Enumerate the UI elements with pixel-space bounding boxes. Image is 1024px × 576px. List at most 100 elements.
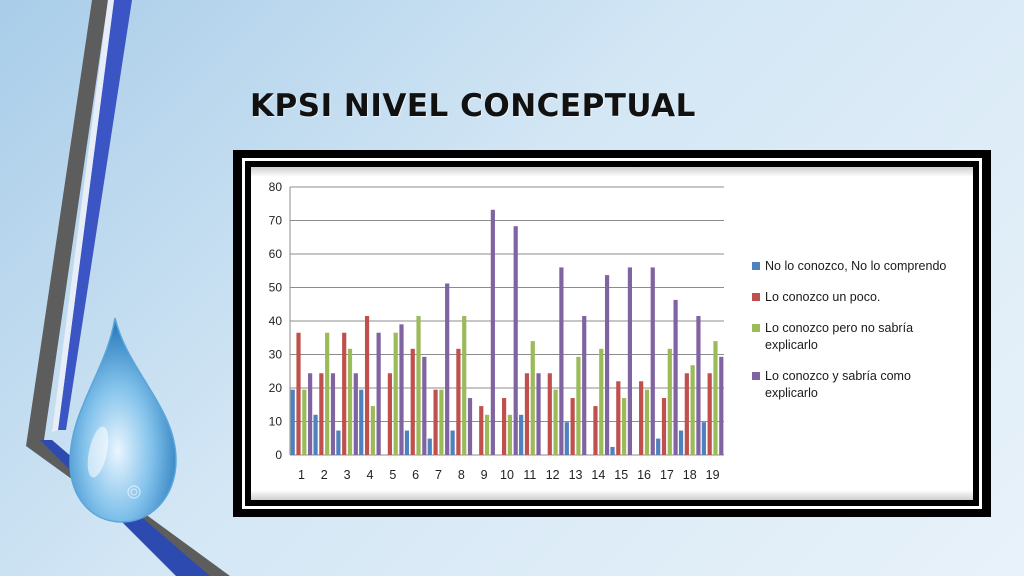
y-tick-label: 80 bbox=[269, 180, 283, 194]
bar bbox=[308, 373, 313, 455]
bar bbox=[507, 414, 512, 455]
x-tick-label: 4 bbox=[366, 468, 373, 482]
bar bbox=[302, 389, 307, 455]
bar bbox=[353, 373, 358, 455]
bar bbox=[479, 406, 484, 455]
bar bbox=[330, 373, 336, 455]
bar bbox=[404, 430, 410, 455]
legend-item: Lo conozco pero no sabría explicarlo bbox=[752, 320, 967, 354]
bar bbox=[707, 373, 712, 455]
bar bbox=[490, 209, 495, 455]
bar bbox=[484, 414, 490, 455]
legend-swatch bbox=[752, 293, 760, 301]
bar bbox=[622, 398, 627, 455]
x-tick-label: 15 bbox=[614, 468, 628, 482]
y-tick-label: 0 bbox=[275, 448, 282, 462]
bar bbox=[399, 324, 404, 455]
bar bbox=[713, 341, 718, 455]
bar bbox=[627, 267, 633, 455]
x-tick-label: 6 bbox=[412, 468, 419, 482]
bar bbox=[290, 389, 295, 455]
bar bbox=[530, 341, 535, 455]
bar bbox=[462, 315, 467, 455]
bar bbox=[387, 373, 392, 455]
y-tick-label: 10 bbox=[269, 415, 283, 429]
x-tick-label: 11 bbox=[523, 468, 536, 482]
legend-item: Lo conozco y sabría como explicarlo bbox=[752, 368, 967, 402]
y-tick-label: 40 bbox=[269, 314, 283, 328]
bar bbox=[433, 389, 438, 455]
bar bbox=[393, 332, 398, 455]
blue-stripe-upper bbox=[58, 0, 132, 430]
bar bbox=[684, 373, 689, 455]
bar bbox=[439, 389, 444, 455]
bar bbox=[456, 348, 461, 455]
bar bbox=[582, 315, 587, 455]
y-tick-label: 20 bbox=[269, 381, 283, 395]
bar bbox=[467, 398, 473, 455]
water-drop-icon bbox=[69, 317, 177, 523]
x-tick-label: 3 bbox=[344, 468, 351, 482]
bar bbox=[599, 348, 604, 455]
bar bbox=[519, 414, 524, 455]
bar bbox=[678, 430, 684, 455]
chart-legend: No lo conozco, No lo comprendo Lo conozc… bbox=[752, 258, 967, 416]
bar bbox=[347, 348, 353, 455]
bar bbox=[502, 398, 507, 455]
bar bbox=[559, 267, 564, 455]
bar bbox=[427, 438, 432, 455]
bar bbox=[661, 398, 667, 455]
x-tick-label: 1 bbox=[298, 468, 305, 482]
bar bbox=[359, 389, 364, 455]
bar bbox=[656, 438, 661, 455]
gray-stripe bbox=[26, 0, 230, 576]
x-tick-label: 18 bbox=[683, 468, 697, 482]
bar bbox=[639, 381, 644, 455]
bar bbox=[701, 422, 706, 455]
y-tick-label: 70 bbox=[269, 214, 283, 228]
bar bbox=[319, 373, 324, 455]
bar bbox=[570, 398, 575, 455]
bar bbox=[667, 348, 672, 455]
bar bbox=[336, 430, 341, 455]
bar bbox=[564, 422, 569, 455]
legend-item: Lo conozco un poco. bbox=[752, 289, 967, 306]
bar bbox=[313, 414, 318, 455]
legend-label: Lo conozco y sabría como explicarlo bbox=[765, 369, 911, 400]
x-tick-label: 8 bbox=[458, 468, 465, 482]
x-tick-label: 7 bbox=[435, 468, 442, 482]
y-tick-label: 50 bbox=[269, 281, 283, 295]
x-tick-label: 14 bbox=[591, 468, 605, 482]
bar bbox=[450, 430, 455, 455]
bar bbox=[604, 275, 610, 455]
bar bbox=[416, 315, 421, 455]
bar bbox=[536, 373, 541, 455]
bar bbox=[553, 389, 558, 455]
legend-label: No lo conozco, No lo comprendo bbox=[765, 259, 947, 273]
bar bbox=[696, 315, 701, 455]
legend-item: No lo conozco, No lo comprendo bbox=[752, 258, 967, 275]
x-tick-label: 19 bbox=[706, 468, 720, 482]
legend-swatch bbox=[752, 372, 760, 380]
bar bbox=[593, 406, 598, 455]
x-tick-label: 10 bbox=[500, 468, 514, 482]
x-tick-label: 16 bbox=[637, 468, 651, 482]
x-tick-label: 13 bbox=[569, 468, 583, 482]
bar bbox=[547, 373, 552, 455]
x-tick-label: 17 bbox=[660, 468, 674, 482]
bar bbox=[370, 406, 375, 455]
bar bbox=[616, 381, 621, 455]
bar bbox=[325, 332, 330, 455]
x-tick-label: 12 bbox=[546, 468, 560, 482]
legend-swatch bbox=[752, 262, 760, 270]
bar bbox=[690, 365, 695, 455]
bar bbox=[364, 315, 370, 455]
x-tick-label: 5 bbox=[389, 468, 396, 482]
bar bbox=[445, 283, 450, 455]
bar bbox=[524, 373, 530, 455]
bar bbox=[719, 356, 724, 455]
y-tick-label: 60 bbox=[269, 247, 283, 261]
legend-label: Lo conozco pero no sabría explicarlo bbox=[765, 321, 914, 352]
bar bbox=[376, 332, 381, 455]
